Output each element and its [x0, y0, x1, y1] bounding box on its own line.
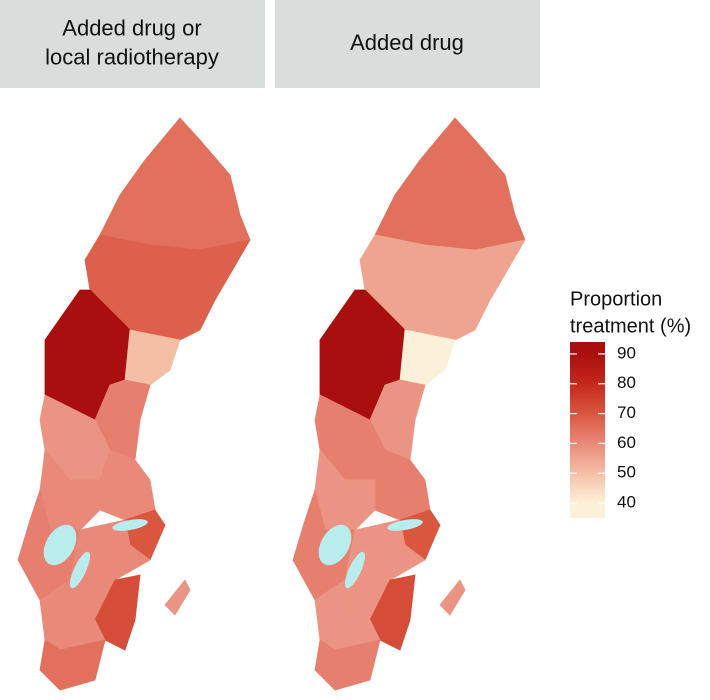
region: [39, 639, 106, 691]
region: [84, 234, 251, 341]
lake: [43, 524, 77, 566]
region: [99, 117, 251, 251]
region: [164, 579, 191, 616]
lake: [344, 551, 366, 589]
panel-title: local radiotherapy: [45, 44, 219, 69]
lake: [69, 551, 91, 589]
panel-header: [0, 0, 265, 88]
panel-title: Added drug or: [62, 15, 201, 40]
region: [314, 639, 381, 691]
region: [99, 449, 156, 521]
legend-title: Proportion: [570, 288, 662, 310]
lake: [318, 524, 352, 566]
region: [439, 579, 466, 616]
region: [374, 117, 526, 251]
legend-tick-label: 40: [617, 493, 636, 512]
region: [399, 329, 456, 386]
lake: [387, 519, 423, 531]
region: [124, 329, 181, 386]
colorbar: [570, 342, 605, 518]
legend-tick-label: 70: [617, 403, 636, 422]
legend-tick-label: 90: [617, 343, 636, 362]
panel-title: Added drug: [350, 30, 464, 55]
panel-header: [275, 0, 540, 88]
legend-tick-label: 50: [617, 463, 636, 482]
legend-title: treatment (%): [570, 315, 691, 337]
lake: [112, 519, 148, 531]
region: [374, 449, 431, 521]
legend-tick-label: 80: [617, 373, 636, 392]
legend-tick-label: 60: [617, 433, 636, 452]
region: [359, 234, 526, 341]
